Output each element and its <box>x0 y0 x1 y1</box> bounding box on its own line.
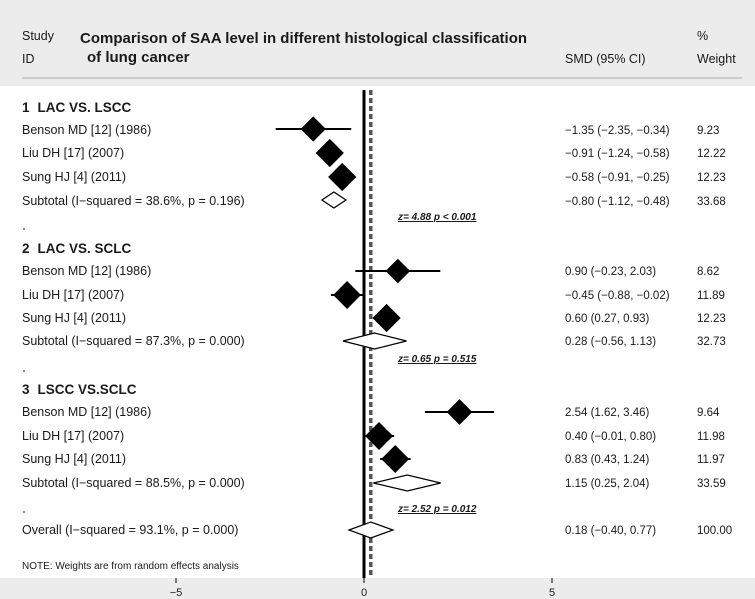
header-weight-symbol: % <box>697 29 708 43</box>
subtotal-label: Subtotal (I−squared = 88.5%, p = 0.000) <box>22 476 245 490</box>
subtotal-diamond <box>320 191 348 209</box>
x-tick-label: 0 <box>361 587 367 599</box>
weights-note: NOTE: Weights are from random effects an… <box>22 561 239 572</box>
study-point <box>365 422 394 450</box>
study-point <box>385 258 411 284</box>
group-heading: 3 LSCC VS.SCLC <box>22 382 137 397</box>
study-point <box>315 138 344 168</box>
study-weight: 9.23 <box>697 125 719 137</box>
study-point <box>372 303 401 333</box>
subtotal-weight: 33.68 <box>697 196 726 208</box>
study-ci-text: 0.83 (0.43, 1.24) <box>565 454 650 466</box>
study-ci-text: −0.58 (−0.91, −0.25) <box>565 172 670 184</box>
plot-marks <box>175 116 553 583</box>
study-weight: 11.89 <box>697 290 725 302</box>
study-ci-text: −0.45 (−0.88, −0.02) <box>565 290 670 302</box>
subtotal-label: Subtotal (I−squared = 87.3%, p = 0.000) <box>22 334 245 348</box>
study-weight: 9.64 <box>697 407 720 419</box>
separator-dot <box>23 370 25 372</box>
study-weight: 11.98 <box>697 431 725 443</box>
header-effect: SMD (95% CI) <box>565 52 646 66</box>
study-ci-text: 0.60 (0.27, 0.93) <box>565 313 650 325</box>
study-point <box>300 116 326 142</box>
study-label: Sung HJ [4] (2011) <box>22 311 126 325</box>
subtotal-weight: 32.73 <box>697 336 726 348</box>
study-weight: 8.62 <box>697 266 719 278</box>
study-point <box>328 162 357 192</box>
group-heading: 2 LAC VS. SCLC <box>22 241 132 256</box>
study-ci-text: −1.35 (−2.35, −0.34) <box>565 125 670 137</box>
header-id: ID <box>22 52 35 66</box>
header-study: Study <box>22 29 55 43</box>
group-heading: 1 LAC VS. LSCC <box>22 100 132 115</box>
chart-title-line1: Comparison of SAA level in different his… <box>80 30 527 47</box>
study-weight: 12.23 <box>697 172 726 184</box>
study-point <box>381 445 410 473</box>
study-label: Liu DH [17] (2007) <box>22 429 124 443</box>
chart-title-line2: of lung cancer <box>87 49 190 66</box>
z-statistic: z= 2.52 p = 0.012 <box>397 504 477 515</box>
study-ci-text: 2.54 (1.62, 3.46) <box>565 407 650 419</box>
header-weight: Weight <box>697 52 736 66</box>
subtotal-diamond <box>373 474 441 492</box>
study-ci-text: 0.90 (−0.23, 2.03) <box>565 266 656 278</box>
subtotal-ci-text: 0.28 (−0.56, 1.13) <box>565 336 656 348</box>
overall-label: Overall (I−squared = 93.1%, p = 0.000) <box>22 523 238 537</box>
study-label: Benson MD [12] (1986) <box>22 405 151 419</box>
study-weight: 12.23 <box>697 313 726 325</box>
study-label: Liu DH [17] (2007) <box>22 288 124 302</box>
subtotal-weight: 33.59 <box>697 478 726 490</box>
x-tick-label: 5 <box>549 587 555 599</box>
overall-diamond <box>347 521 395 539</box>
study-point <box>446 399 473 425</box>
study-weight: 12.22 <box>697 148 726 160</box>
study-label: Sung HJ [4] (2011) <box>22 452 126 466</box>
study-label: Liu DH [17] (2007) <box>22 146 124 160</box>
study-ci-text: 0.40 (−0.01, 0.80) <box>565 431 656 443</box>
study-label: Sung HJ [4] (2011) <box>22 170 126 184</box>
subtotal-ci-text: 1.15 (0.25, 2.04) <box>565 478 650 490</box>
separator-dot <box>23 228 25 230</box>
axis-band <box>0 578 755 599</box>
study-label: Benson MD [12] (1986) <box>22 123 151 137</box>
overall-weight: 100.00 <box>697 525 732 537</box>
overall-ci-text: 0.18 (−0.40, 0.77) <box>565 525 656 537</box>
study-label: Benson MD [12] (1986) <box>22 264 151 278</box>
x-tick-label: −5 <box>170 587 183 599</box>
study-point <box>333 281 362 309</box>
subtotal-label: Subtotal (I−squared = 38.6%, p = 0.196) <box>22 194 245 208</box>
study-ci-text: −0.91 (−1.24, −0.58) <box>565 148 670 160</box>
separator-dot <box>23 511 25 513</box>
subtotal-ci-text: −0.80 (−1.12, −0.48) <box>565 196 670 208</box>
z-statistic: z= 0.65 p = 0.515 <box>397 354 477 365</box>
subtotal-diamond <box>342 332 407 350</box>
header-background <box>0 0 755 86</box>
study-weight: 11.97 <box>697 454 725 466</box>
z-statistic: z= 4.88 p < 0.001 <box>397 212 477 223</box>
